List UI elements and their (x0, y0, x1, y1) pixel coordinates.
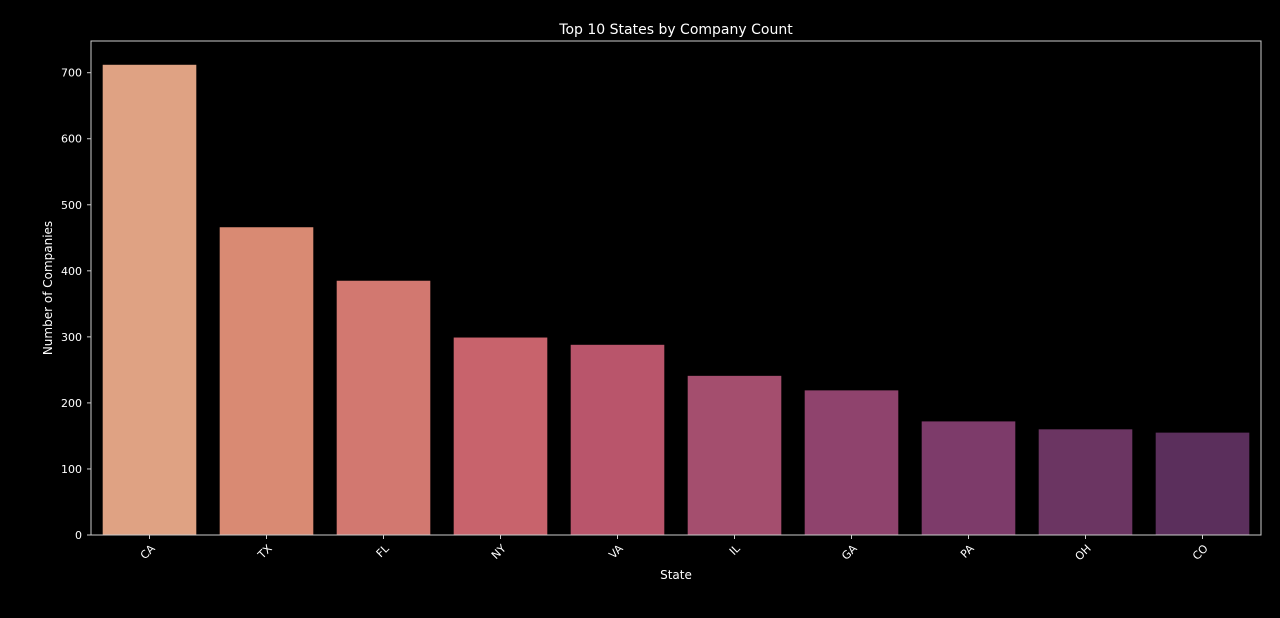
x-axis-ticks: CA TX FL NY VA IL GA PA OH CO (138, 535, 1211, 563)
bar-ga (804, 390, 899, 535)
bar-il (687, 375, 782, 535)
bars-group (102, 64, 1250, 536)
bar-co (1155, 432, 1250, 535)
x-tick-label-va: VA (606, 542, 626, 562)
y-tick-label: 200 (61, 397, 82, 410)
y-tick-label: 100 (61, 463, 82, 476)
y-tick-label: 600 (61, 133, 82, 146)
x-tick-label-oh: OH (1073, 542, 1094, 563)
bar-oh (1038, 429, 1133, 535)
x-tick-label-ca: CA (138, 542, 158, 562)
y-tick-label: 700 (61, 67, 82, 80)
plot-frame (90, 40, 1262, 536)
y-tick-label: 400 (61, 265, 82, 278)
y-tick-label: 300 (61, 331, 82, 344)
y-axis-ticks: 0 100 200 300 400 500 600 700 (61, 67, 91, 542)
bar-tx (219, 227, 314, 536)
y-tick-label: 0 (75, 529, 82, 542)
x-tick-label-ga: GA (839, 542, 860, 563)
x-axis-label: State (660, 568, 692, 582)
y-axis-label: Number of Companies (41, 221, 55, 355)
chart-title: Top 10 States by Company Count (558, 22, 793, 38)
bar-pa (921, 421, 1016, 535)
bar-ca (102, 64, 197, 535)
x-tick-label-tx: TX (255, 542, 275, 562)
bar-fl (336, 280, 431, 535)
x-tick-label-pa: PA (958, 542, 977, 561)
x-tick-label-ny: NY (489, 542, 509, 562)
y-tick-label: 500 (61, 199, 82, 212)
bar-ny (453, 337, 548, 535)
bar-va (570, 344, 665, 535)
x-tick-label-co: CO (1190, 542, 1211, 563)
x-tick-label-fl: FL (374, 541, 393, 560)
x-tick-label-il: IL (727, 541, 743, 557)
